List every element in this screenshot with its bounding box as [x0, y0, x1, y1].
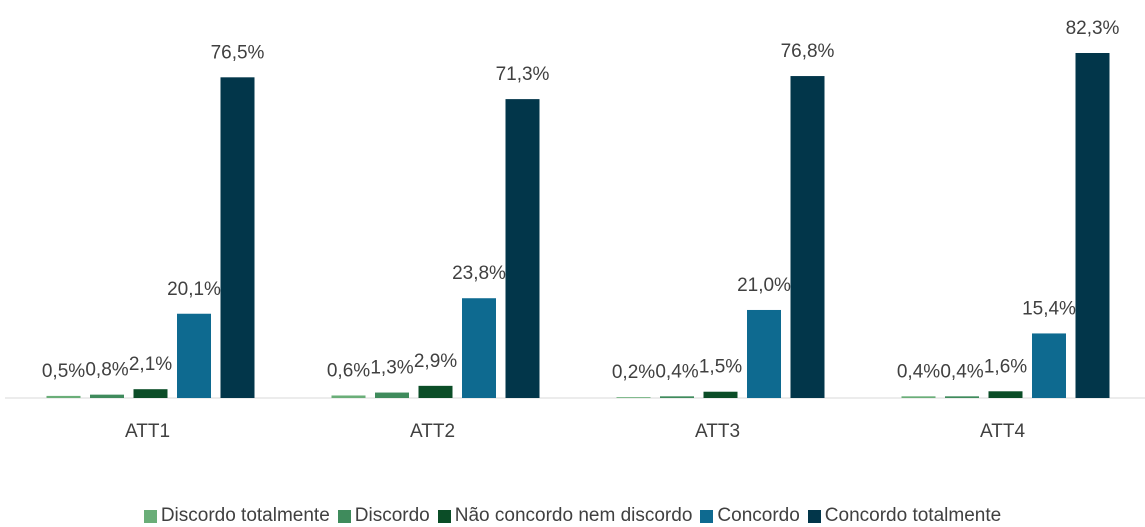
chart: ATT1 0,5% 0,8% 2,1% 20,1% 76,5% ATT2 0,6% 1,3% 2,…	[5, 18, 1145, 442]
bar	[418, 385, 453, 398]
bar	[133, 389, 168, 398]
data-label: 0,6%	[327, 361, 370, 382]
legend-item: Não concordo nem discordo	[437, 505, 693, 527]
data-label: 71,3%	[496, 64, 550, 85]
data-label: 76,8%	[781, 41, 835, 62]
bar	[988, 391, 1023, 398]
bar	[505, 99, 540, 398]
x-tick-label: ATT4	[980, 421, 1025, 442]
bar	[331, 395, 366, 398]
legend: Discordo totalmente Discordo Não concordo …	[0, 505, 1145, 527]
bar	[790, 76, 825, 398]
legend-swatch	[700, 509, 714, 523]
bar	[462, 298, 496, 398]
legend-item: Concordo	[700, 505, 800, 527]
legend-label: Concordo totalmente	[824, 505, 1002, 526]
data-label: 76,5%	[211, 42, 265, 63]
data-label: 0,4%	[940, 361, 983, 382]
data-label: 0,4%	[655, 361, 698, 382]
data-label: 0,5%	[42, 361, 85, 382]
data-label: 23,8%	[452, 263, 506, 284]
data-label: 1,3%	[370, 358, 413, 379]
legend-label: Discordo	[354, 505, 430, 526]
bar	[1075, 53, 1110, 398]
bar	[660, 396, 694, 398]
legend-label: Não concordo nem discordo	[454, 505, 693, 526]
data-label: 1,5%	[699, 357, 742, 378]
data-label: 20,1%	[167, 279, 221, 300]
x-tick-label: ATT3	[695, 421, 740, 442]
legend-swatch	[143, 509, 157, 523]
bar	[1032, 333, 1066, 398]
legend-swatch	[807, 509, 821, 523]
bar	[703, 391, 738, 398]
x-tick-label: ATT2	[410, 421, 455, 442]
data-label: 1,6%	[984, 356, 1027, 377]
data-label: 2,9%	[414, 351, 457, 372]
bar	[375, 392, 409, 398]
bar	[90, 394, 124, 398]
x-tick-label: ATT1	[125, 421, 170, 442]
bar	[220, 77, 255, 399]
legend-swatch	[337, 509, 351, 523]
bar	[177, 313, 211, 398]
bar	[747, 309, 781, 398]
bar	[945, 396, 979, 398]
legend-item: Discordo totalmente	[143, 505, 330, 527]
data-label: 0,2%	[612, 362, 655, 383]
data-label: 0,8%	[85, 360, 128, 381]
bar	[901, 396, 936, 398]
bar	[616, 397, 651, 398]
legend-swatch	[437, 509, 451, 523]
legend-item: Concordo totalmente	[807, 505, 1002, 527]
data-label: 2,1%	[129, 354, 172, 375]
data-label: 21,0%	[737, 275, 791, 296]
legend-item: Discordo	[337, 505, 430, 527]
data-label: 0,4%	[897, 361, 940, 382]
bar	[46, 395, 81, 398]
data-label: 82,3%	[1066, 18, 1120, 39]
data-label: 15,4%	[1022, 298, 1076, 319]
legend-label: Concordo	[717, 505, 800, 526]
legend-label: Discordo totalmente	[160, 505, 330, 526]
